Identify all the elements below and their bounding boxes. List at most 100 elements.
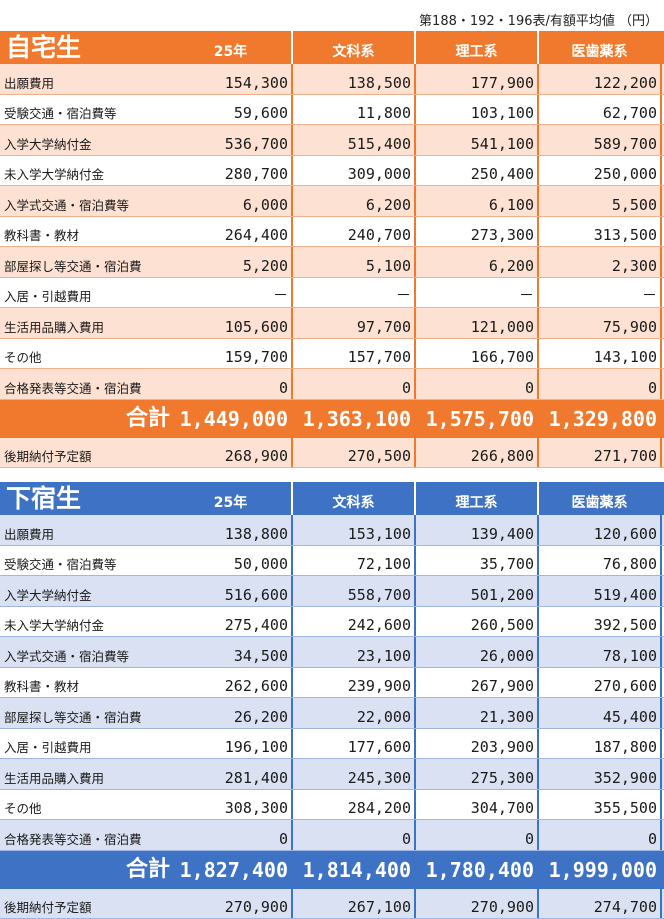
column-divider <box>291 369 293 399</box>
column-header: 文科系 <box>293 482 414 515</box>
cell-value: 558,700 <box>293 586 414 604</box>
cell-value: 97,700 <box>293 318 414 336</box>
cell-value: 266,800 <box>416 447 537 465</box>
total-value: 1,575,700 <box>414 400 537 438</box>
column-divider <box>291 668 293 698</box>
cell-value: 274,700 <box>539 898 660 916</box>
cell-value: 519,400 <box>539 586 660 604</box>
column-divider <box>414 217 416 247</box>
column-divider <box>537 729 539 759</box>
column-divider <box>537 515 539 545</box>
row-label: 部屋探し等交通・宿泊費 <box>4 707 142 726</box>
column-header: 医歯薬系 <box>539 482 660 515</box>
column-divider <box>660 668 662 698</box>
column-divider <box>414 186 416 216</box>
column-divider <box>537 546 539 576</box>
cell-value: 262,600 <box>170 677 291 695</box>
column-divider <box>660 278 662 308</box>
cell-value: 352,900 <box>539 769 660 787</box>
column-divider <box>660 217 662 247</box>
column-divider <box>537 438 539 468</box>
column-divider <box>537 31 539 64</box>
column-divider <box>291 820 293 850</box>
cell-value: 260,500 <box>416 616 537 634</box>
column-divider <box>291 339 293 369</box>
cell-value: 280,700 <box>170 165 291 183</box>
column-divider <box>660 64 662 94</box>
cell-value: 139,400 <box>416 525 537 543</box>
column-divider <box>660 339 662 369</box>
column-divider <box>414 156 416 186</box>
column-divider <box>414 31 416 64</box>
cell-value: － <box>539 284 660 305</box>
column-divider <box>660 438 662 468</box>
column-divider <box>414 95 416 125</box>
cell-value: 153,100 <box>293 525 414 543</box>
column-divider <box>414 308 416 338</box>
column-divider <box>537 339 539 369</box>
total-value: 1,827,400 <box>168 851 291 889</box>
cell-value: 157,700 <box>293 348 414 366</box>
column-divider <box>291 278 293 308</box>
cell-value: 0 <box>416 379 537 397</box>
column-divider <box>660 889 662 919</box>
cell-value: 242,600 <box>293 616 414 634</box>
column-divider <box>291 790 293 820</box>
cell-value: 122,200 <box>539 74 660 92</box>
cell-value: 6,000 <box>170 196 291 214</box>
cell-value: 159,700 <box>170 348 291 366</box>
column-divider <box>660 820 662 850</box>
column-divider <box>537 637 539 667</box>
row-label: 入学式交通・宿泊費等 <box>4 646 129 665</box>
column-divider <box>414 729 416 759</box>
column-divider <box>660 607 662 637</box>
cell-value: 268,900 <box>170 447 291 465</box>
cell-value: 78,100 <box>539 647 660 665</box>
row-label: 部屋探し等交通・宿泊費 <box>4 256 142 275</box>
column-divider <box>660 759 662 789</box>
cell-value: 501,200 <box>416 586 537 604</box>
column-divider <box>537 668 539 698</box>
column-divider <box>537 278 539 308</box>
cell-value: 26,000 <box>416 647 537 665</box>
total-value: 1,329,800 <box>537 400 660 438</box>
column-divider <box>291 576 293 606</box>
column-divider <box>291 125 293 155</box>
row-label: 未入学大学納付金 <box>4 615 104 634</box>
cell-value: 196,100 <box>170 738 291 756</box>
cell-value: 536,700 <box>170 135 291 153</box>
row-label: その他 <box>4 798 42 817</box>
column-divider <box>537 820 539 850</box>
column-divider <box>414 820 416 850</box>
column-divider <box>660 369 662 399</box>
cell-value: 271,700 <box>539 447 660 465</box>
cell-value: 143,100 <box>539 348 660 366</box>
cell-value: 284,200 <box>293 799 414 817</box>
column-divider <box>291 217 293 247</box>
column-divider <box>414 759 416 789</box>
total-value: 1,780,400 <box>414 851 537 889</box>
cell-value: 516,600 <box>170 586 291 604</box>
row-label: 受験交通・宿泊費等 <box>4 103 117 122</box>
column-divider <box>537 125 539 155</box>
total-value: 1,363,100 <box>291 400 414 438</box>
column-divider <box>291 546 293 576</box>
cell-value: 22,000 <box>293 708 414 726</box>
cell-value: 273,300 <box>416 226 537 244</box>
column-divider <box>537 790 539 820</box>
cell-value: 34,500 <box>170 647 291 665</box>
cell-value: 6,200 <box>416 257 537 275</box>
column-divider <box>660 698 662 728</box>
column-divider <box>414 64 416 94</box>
column-header: 文科系 <box>293 31 414 64</box>
column-divider <box>660 95 662 125</box>
cell-value: 270,500 <box>293 447 414 465</box>
